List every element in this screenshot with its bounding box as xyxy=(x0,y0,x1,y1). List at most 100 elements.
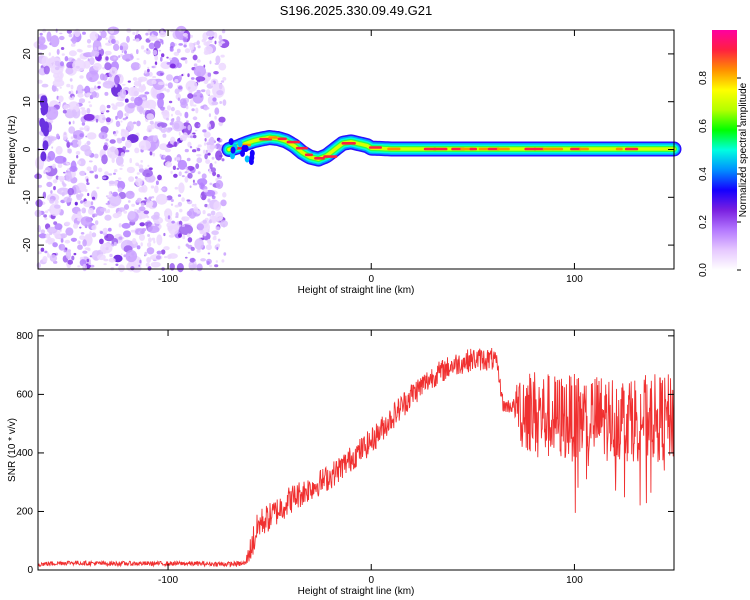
heatmap-noise-blob xyxy=(194,203,197,207)
heatmap-noise-blob xyxy=(72,120,75,125)
heatmap-noise-blob xyxy=(95,220,99,225)
heatmap-noise-blob xyxy=(109,28,115,34)
heatmap-noise-blob xyxy=(137,76,148,82)
heatmap-ridge xyxy=(221,130,682,167)
heatmap-noise-blob xyxy=(131,87,140,97)
heatmap-noise-blob xyxy=(79,226,82,229)
heatmap-noise-blob xyxy=(98,46,102,51)
heatmap-noise-blob xyxy=(113,172,116,175)
heatmap-noise-blob xyxy=(160,106,165,111)
heatmap-noise-blob xyxy=(178,86,183,90)
heatmap-noise-blob xyxy=(49,254,58,262)
heatmap-noise-blob xyxy=(47,254,51,258)
heatmap-noise-blob xyxy=(168,57,173,61)
heatmap-noise-blob xyxy=(155,255,162,260)
heatmap-noise-blob xyxy=(185,120,189,123)
heatmap-noise-blob xyxy=(102,227,109,234)
heatmap-noise-blob xyxy=(167,254,172,260)
heatmap-noise-blob xyxy=(111,103,115,106)
heatmap-ridge-speckle xyxy=(244,155,250,163)
heatmap-noise-blob xyxy=(145,221,149,227)
heatmap-noise-blob xyxy=(184,59,188,64)
heatmap-noise-blob xyxy=(54,204,61,209)
heatmap-noise-blob xyxy=(161,53,165,58)
heatmap-noise-blob xyxy=(174,110,181,116)
heatmap-noise-blob xyxy=(82,31,86,35)
heatmap-noise-blob xyxy=(168,100,173,104)
heatmap-noise-blob xyxy=(178,224,193,236)
heatmap-noise-blob xyxy=(80,107,86,110)
heatmap-noise-blob xyxy=(86,182,90,186)
heatmap-noise-blob xyxy=(103,144,108,151)
heatmap-noise-blob xyxy=(65,171,72,182)
heatmap-noise-blob xyxy=(170,170,173,175)
heatmap-noise-blob xyxy=(218,140,221,143)
heatmap-noise-blob xyxy=(151,237,156,241)
heatmap-noise-blob xyxy=(207,204,211,209)
heatmap-noise-blob xyxy=(120,253,123,256)
snr-y-tick-label: 800 xyxy=(16,331,33,342)
heatmap-noise-blob xyxy=(116,138,123,144)
heatmap-noise-blob xyxy=(183,44,187,48)
heatmap-noise-blob xyxy=(92,62,102,71)
heatmap-noise-blob xyxy=(120,152,125,157)
heatmap-noise-blob xyxy=(65,67,74,75)
heatmap-noise-blob xyxy=(178,131,181,136)
heatmap-noise-blob xyxy=(115,120,121,128)
heatmap-noise-blob xyxy=(138,168,145,173)
heatmap-noise-blob xyxy=(77,160,82,165)
heatmap-noise-blob xyxy=(148,35,158,41)
heatmap-noise-blob xyxy=(173,173,178,178)
heatmap-noise-blob xyxy=(134,147,140,154)
heatmap-noise-blob xyxy=(87,207,94,215)
heatmap-noise-blob xyxy=(196,249,201,253)
heatmap-noise-blob xyxy=(80,216,93,227)
heatmap-noise-blob xyxy=(142,84,146,89)
heatmap-noise-blob xyxy=(57,71,64,80)
heatmap-noise-blob xyxy=(164,87,167,92)
heatmap-noise-blob xyxy=(186,165,195,171)
heatmap-noise-blob xyxy=(182,234,186,240)
heatmap-noise-blob xyxy=(127,102,136,109)
heatmap-noise-blob xyxy=(133,80,141,87)
heatmap-noise-blob xyxy=(100,126,109,134)
heatmap-noise-blob xyxy=(81,207,87,214)
heatmap-noise-blob xyxy=(73,252,77,256)
heatmap-noise-blob xyxy=(178,182,185,194)
heatmap-noise-blob xyxy=(42,140,49,151)
heatmap-noise-blob xyxy=(187,251,191,254)
heatmap-noise-blob xyxy=(113,169,118,173)
heatmap-noise-blob xyxy=(177,194,182,197)
heatmap-noise-blob xyxy=(201,38,207,43)
heatmap-noise-blob xyxy=(123,230,131,238)
heatmap-noise-blob xyxy=(63,171,66,174)
heatmap-noise-blob xyxy=(42,28,47,33)
heatmap-noise-blob xyxy=(40,247,45,252)
heatmap-noise-blob xyxy=(182,126,187,129)
heatmap-noise-blob xyxy=(145,32,149,36)
heatmap-noise-blob xyxy=(208,36,214,40)
heatmap-noise-blob xyxy=(121,136,126,142)
heatmap-noise-blob xyxy=(94,153,99,159)
heatmap-x-tick-label: -100 xyxy=(158,274,178,285)
heatmap-noise-blob xyxy=(70,136,74,140)
heatmap-noise-blob xyxy=(75,150,81,155)
heatmap-noise-blob xyxy=(123,210,127,214)
heatmap-noise-blob xyxy=(166,143,174,148)
heatmap-noise-blob xyxy=(86,166,92,171)
heatmap-noise-blob xyxy=(200,105,204,110)
heatmap-noise-blob xyxy=(187,172,193,179)
heatmap-noise-blob xyxy=(54,155,66,164)
heatmap-noise-blob xyxy=(86,70,99,83)
heatmap-noise-blob xyxy=(146,113,155,120)
heatmap-noise-blob xyxy=(61,53,65,56)
heatmap-noise-blob xyxy=(163,154,166,159)
heatmap-noise-blob xyxy=(97,81,101,85)
heatmap-noise-blob xyxy=(74,28,81,38)
heatmap-noise-blob xyxy=(71,255,75,261)
heatmap-noise-blob xyxy=(130,266,135,271)
heatmap-noise-blob xyxy=(154,185,159,194)
heatmap-noise-blob xyxy=(92,213,98,217)
heatmap-noise-blob xyxy=(211,230,219,235)
heatmap-noise-blob xyxy=(147,225,160,234)
